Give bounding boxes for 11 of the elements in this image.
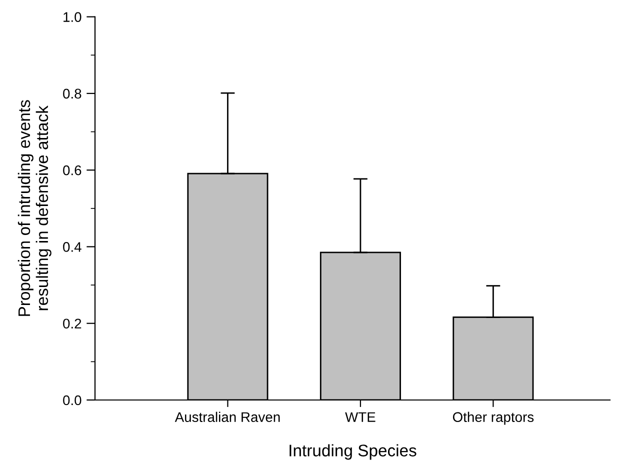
y-tick-label: 0.8 [63, 88, 82, 99]
y-axis-title: Proportion of intruding events resulting in defensive attack [18, 100, 52, 316]
y-tick-label: 0.2 [63, 318, 82, 329]
y-tick-label: 1.0 [64, 12, 82, 22]
x-tick-label: Australian Raven [174, 412, 280, 422]
x-tick-label: Other raptors [452, 412, 534, 425]
y-tick-label: 0.4 [63, 242, 82, 252]
y-tick-label: 0.6 [63, 165, 82, 176]
y-tick-label: 0.0 [63, 395, 82, 406]
x-axis-title: Intruding Species [290, 444, 416, 460]
x-tick-label: WTE [345, 412, 376, 422]
